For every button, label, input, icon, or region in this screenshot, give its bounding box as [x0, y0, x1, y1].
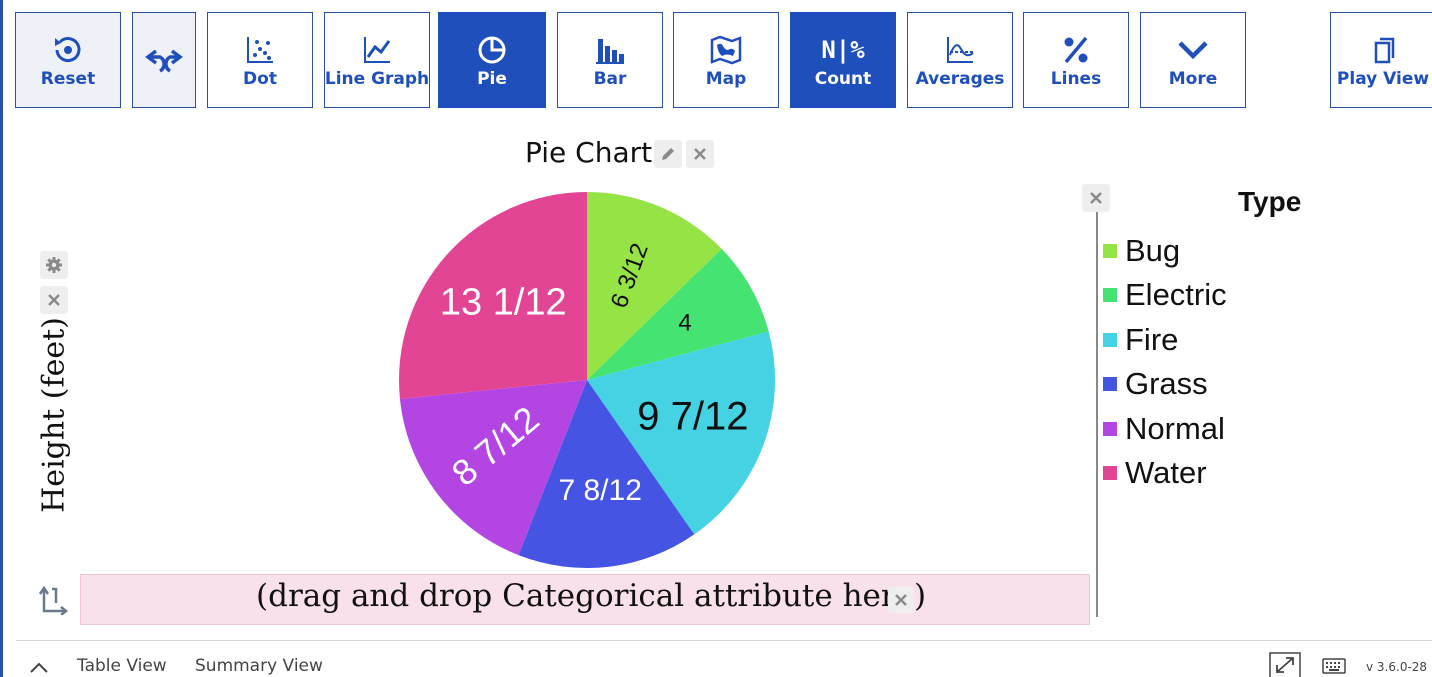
keyboard-icon[interactable]	[1322, 658, 1346, 674]
pie-slice-fire[interactable]	[587, 331, 775, 535]
legend-item-fire[interactable]: Fire	[1103, 322, 1178, 358]
hide-title-button[interactable]	[686, 140, 714, 168]
legend-item-electric[interactable]: Electric	[1103, 277, 1227, 313]
count-icon: N|%	[821, 35, 865, 64]
tab-summary-view[interactable]: Summary View	[195, 656, 323, 676]
dot-button[interactable]: Dot	[207, 12, 313, 108]
tab-table-view[interactable]: Table View	[77, 656, 167, 676]
close-icon	[895, 594, 907, 606]
undo-redo-icon	[145, 49, 183, 73]
pie-slice-normal[interactable]	[399, 380, 587, 556]
legend-label: Water	[1125, 455, 1207, 490]
edit-title-button[interactable]	[654, 140, 682, 168]
legend-item-grass[interactable]: Grass	[1103, 366, 1208, 402]
expand-icon[interactable]	[1269, 652, 1301, 677]
close-icon	[694, 148, 706, 160]
bar-label: Bar	[593, 68, 627, 89]
play-view-button[interactable]: Play View	[1330, 12, 1432, 108]
axis-settings-button[interactable]	[40, 251, 68, 279]
averages-label: Averages	[915, 68, 1005, 89]
pie-label-electric: 4	[678, 310, 691, 337]
categorical-drop-zone[interactable]	[80, 574, 1090, 625]
dot-label: Dot	[243, 68, 277, 89]
averages-icon	[947, 36, 974, 63]
plot-title: Pie Chart	[525, 136, 653, 169]
legend-label: Normal	[1125, 410, 1225, 446]
reset-label: Reset	[40, 68, 96, 89]
count-label: Count	[814, 68, 872, 89]
close-icon	[48, 294, 60, 306]
legend-item-bug[interactable]: Bug	[1103, 233, 1180, 269]
legend-swatch	[1103, 377, 1117, 392]
bar-chart-icon	[596, 38, 624, 64]
pie-button[interactable]: Pie	[438, 12, 546, 108]
pie-label-fire: 9 7/12	[637, 394, 748, 438]
legend-label: Bug	[1125, 233, 1181, 268]
count-button[interactable]: N|% Count	[790, 12, 896, 108]
swap-axes-icon[interactable]	[38, 585, 70, 615]
pie-slice-water[interactable]	[399, 192, 587, 399]
map-button[interactable]: Map	[673, 12, 779, 108]
pie-slice-electric[interactable]	[587, 248, 769, 380]
undo-redo-button[interactable]	[132, 12, 196, 108]
legend-item-normal[interactable]: Normal	[1103, 411, 1225, 447]
bottom-bar	[16, 640, 1432, 677]
averages-button[interactable]: Averages	[907, 12, 1013, 108]
map-icon	[710, 35, 742, 64]
gear-icon	[46, 257, 62, 273]
legend-divider	[1096, 212, 1098, 617]
pie-slice-bug[interactable]	[587, 192, 722, 380]
legend-swatch	[1103, 421, 1117, 436]
pie-chart-icon	[478, 36, 506, 63]
legend-swatch	[1103, 288, 1117, 303]
legend-label: Grass	[1125, 366, 1208, 402]
lines-label: Lines	[1050, 68, 1102, 89]
reset-button[interactable]: Reset	[15, 12, 121, 108]
map-label: Map	[705, 68, 747, 89]
legend-title[interactable]: Type	[1238, 186, 1302, 217]
pie-label: Pie	[477, 68, 507, 89]
line-graph-icon	[364, 36, 391, 63]
more-label: More	[1168, 68, 1218, 89]
pie-label-bug: 6 3/12	[606, 240, 654, 312]
toolbar: Reset Dot Line Graph Pie Bar Map N|% Cou…	[0, 0, 1432, 112]
close-icon	[1090, 192, 1102, 204]
pie-slice-grass[interactable]	[518, 380, 695, 568]
remove-y-attribute-button[interactable]	[40, 286, 68, 314]
more-button[interactable]: More	[1140, 12, 1246, 108]
line-graph-label: Line Graph	[324, 68, 430, 89]
lines-button[interactable]: Lines	[1023, 12, 1129, 108]
lines-icon	[1064, 36, 1088, 63]
version-label: v 3.6.0-28	[1366, 660, 1428, 674]
chevron-up-icon[interactable]	[28, 660, 50, 674]
drop-zone-text: (drag and drop Categorical attribute her…	[256, 578, 927, 614]
remove-legend-button[interactable]	[1082, 184, 1110, 212]
pencil-icon	[662, 148, 674, 160]
legend-swatch	[1103, 466, 1117, 480]
line-graph-button[interactable]: Line Graph	[324, 12, 430, 108]
y-axis-label[interactable]: Height (feet)	[36, 317, 72, 513]
play-view-icon	[1374, 37, 1395, 63]
remove-x-attribute-button[interactable]	[888, 587, 914, 613]
left-border	[0, 0, 3, 677]
chevron-down-icon	[1178, 40, 1208, 59]
play-view-label: Play View	[1336, 68, 1430, 89]
reset-icon	[55, 36, 81, 62]
legend-item-water[interactable]: Water	[1103, 455, 1207, 491]
legend-swatch	[1103, 332, 1117, 347]
pie-label-grass: 7 8/12	[558, 474, 641, 507]
legend-label: Fire	[1125, 321, 1179, 357]
pie-label-normal: 8 7/12	[444, 398, 547, 494]
legend-label: Electric	[1125, 277, 1227, 313]
bar-button[interactable]: Bar	[557, 12, 663, 108]
legend-swatch	[1103, 244, 1117, 258]
pie-label-water: 13 1/12	[440, 281, 567, 323]
dot-plot-icon	[247, 36, 273, 63]
